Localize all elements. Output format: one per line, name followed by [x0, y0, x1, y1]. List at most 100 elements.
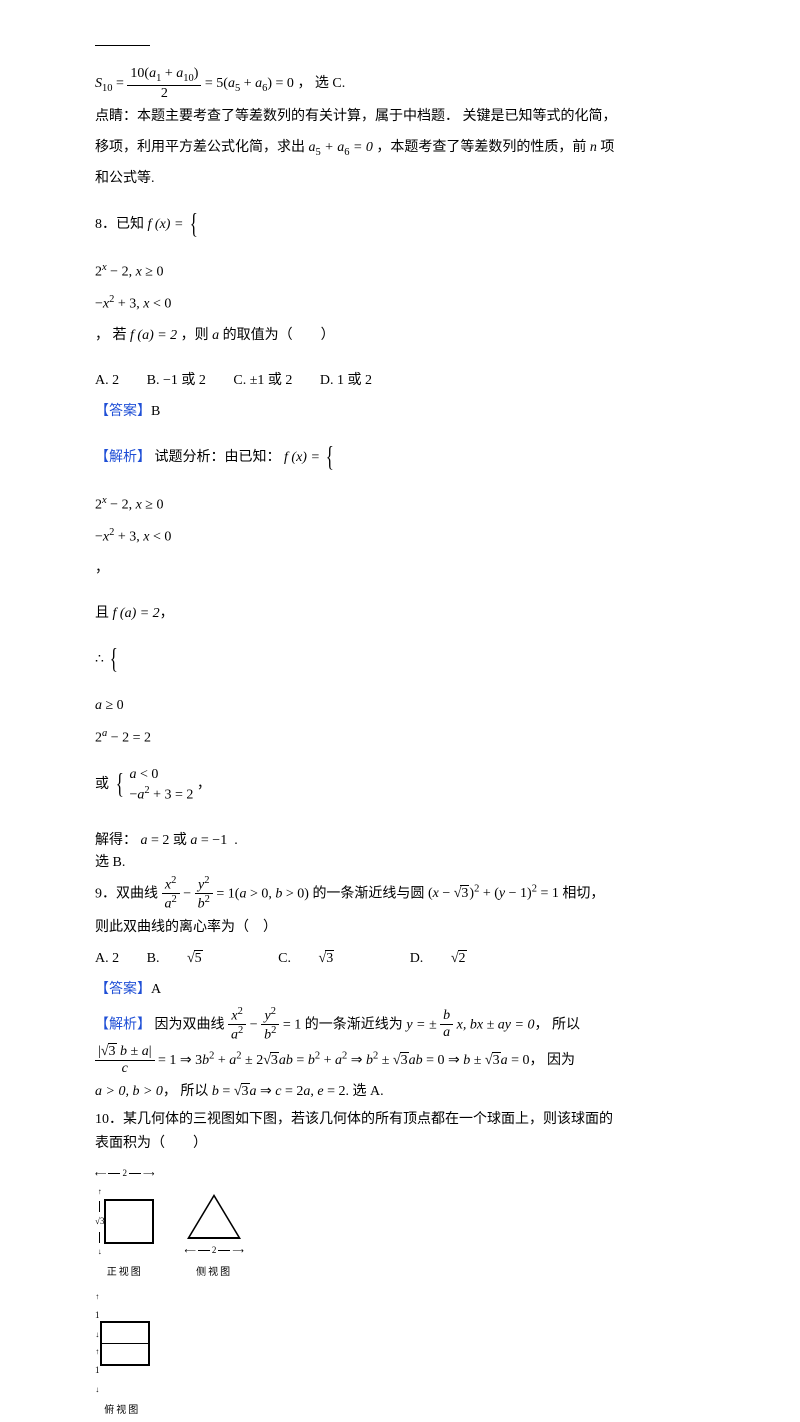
fx2a2: x2 a2 — [162, 875, 180, 914]
top-box — [100, 1321, 150, 1366]
top-view: ↑1↓ ↑1↓ 俯视图 — [95, 1288, 150, 1422]
a: a — [212, 328, 219, 343]
t: 因为双曲线 — [155, 1017, 229, 1032]
sub-10: 10 — [102, 83, 113, 94]
t2: ，本题考查了等差数列的性质，前 — [376, 140, 590, 155]
brace-icon: { — [326, 427, 334, 489]
pick: 选 A. — [352, 1084, 383, 1099]
t2: = 1 的一条渐近线为 — [283, 1017, 406, 1032]
dianjing-2: 移项，利用平方差公式化简，求出 a5 + a6 = 0 ，本题考查了等差数列的性… — [95, 133, 710, 164]
f2: y2 b2 — [261, 1006, 279, 1045]
q8-stem: 8．已知 f (x) = { — [95, 194, 710, 256]
fy2b2: y2 b2 — [195, 875, 213, 914]
n: n — [590, 140, 597, 155]
fx: f (x) = — [148, 217, 187, 232]
t3: ，则 — [181, 328, 213, 343]
tail: 相切， — [562, 886, 604, 901]
rest: = 5(a5 + a6) = 0 — [205, 76, 294, 91]
rest: x, bx ± ay = 0 — [457, 1017, 535, 1032]
t4: 的取值为（ ） — [223, 328, 335, 343]
q9-explain-3: a > 0, b > 0， 所以 b = 3a ⇒ c = 2a, e = 2.… — [95, 1077, 710, 1108]
answer-value: B — [151, 404, 160, 419]
m: − — [250, 1017, 261, 1032]
yw: ， 因为 — [530, 1053, 576, 1068]
f1: x2 a2 — [228, 1006, 246, 1045]
end: ， — [197, 777, 211, 792]
caption: 俯视图 — [95, 1400, 150, 1422]
eq1: = 1(a > 0, b > 0) — [216, 886, 309, 901]
front-view: ⟵2⟶ ↑√3↓ 正视图 — [95, 1164, 154, 1285]
opt-b: B. 5 — [147, 951, 251, 966]
q8-explain-4: 解得： a = 2 或 a = −1 . 选 B. — [95, 830, 710, 875]
explain-label: 【解析】 — [95, 1017, 151, 1032]
dianjing-3: 和公式等. — [95, 164, 710, 195]
formula-s10: S10 = 10(a1 + a10) 2 = 5(a5 + a6) = 0 ， … — [95, 66, 710, 102]
choice-text: ， 选 C. — [297, 76, 345, 91]
m: a > 0, b > 0 — [95, 1084, 163, 1099]
t: 试题分析：由已知： — [155, 450, 285, 465]
q8-options: A. 2 B. −1 或 2 C. ±1 或 2 D. 1 或 2 — [95, 366, 710, 397]
opt-d: D. 2 — [410, 951, 515, 966]
dim-left: ↑√3↓ — [95, 1183, 104, 1260]
fa: f (a) = 2 — [130, 328, 177, 343]
opt-a: A. 2 — [95, 373, 119, 388]
dim-top: ⟵2⟶ — [95, 1164, 154, 1184]
frac-s10: 10(a1 + a10) 2 — [127, 66, 201, 102]
comma: ， — [95, 561, 109, 576]
l2: 表面积为（ ） — [95, 1136, 207, 1151]
view-row-top: ⟵2⟶ ↑√3↓ 正视图 ⟵2⟶ 侧视图 — [95, 1164, 710, 1285]
res: b = 3a ⇒ c = 2a, e = 2. — [212, 1084, 349, 1099]
answer-value: A — [151, 982, 161, 997]
dianjing-1: 点睛：本题主要考查了等差数列的有关计算，属于中档题． 关键是已知等式的化简， — [95, 102, 710, 133]
mid-line — [102, 1343, 148, 1344]
eq: = — [116, 76, 124, 91]
caption: 侧视图 — [184, 1262, 243, 1284]
so: ， 所以 — [163, 1084, 212, 1099]
case2: a < 0 −a2 + 3 = 2 — [129, 766, 193, 804]
q8-explain-3: ∴ { — [95, 629, 710, 691]
caption: 正视图 — [95, 1262, 154, 1284]
mid: 的一条渐近线与圆 — [312, 886, 428, 901]
header-rule — [95, 45, 150, 46]
q9-explain-1: 【解析】 因为双曲线 x2 a2 − y2 b2 = 1 的一条渐近线为 y =… — [95, 1006, 710, 1045]
opt-a: A. 2 — [95, 951, 119, 966]
c: ， — [160, 606, 174, 621]
chain: = 1 ⇒ 3b2 + a2 ± 23ab = b2 + a2 ⇒ b2 ± 3… — [158, 1053, 530, 1068]
so: ， 所以 — [534, 1017, 580, 1032]
fa2: f (a) = 2 — [113, 606, 160, 621]
t3: 项 — [600, 140, 614, 155]
document-page: S10 = 10(a1 + a10) 2 = 5(a5 + a6) = 0 ， … — [0, 0, 800, 1132]
answer-label: 【答案】 — [95, 404, 151, 419]
therefore: ∴ — [95, 652, 107, 667]
q9-stem-2: 则此双曲线的离心率为（ ） — [95, 913, 710, 944]
opt-b: B. −1 或 2 — [147, 373, 206, 388]
m: a5 + a6 = 0 — [309, 140, 373, 155]
q8-explain-2: 且 f (a) = 2， — [95, 599, 710, 630]
q9-stem: 9．双曲线 x2 a2 − y2 b2 = 1(a > 0, b > 0) 的一… — [95, 875, 710, 914]
brace-icon: { — [110, 629, 118, 691]
t: 9．双曲线 — [95, 886, 162, 901]
opt-d: D. 1 或 2 — [320, 373, 372, 388]
triangle-icon — [187, 1194, 241, 1239]
sym-S: S — [95, 76, 102, 91]
num: 10(a1 + a10) — [127, 66, 201, 86]
q9-explain-2: |3 b ± a| c = 1 ⇒ 3b2 + a2 ± 23ab = b2 +… — [95, 1044, 710, 1077]
view-row-bottom: ↑1↓ ↑1↓ 俯视图 — [95, 1288, 710, 1422]
t: 8．已知 — [95, 217, 148, 232]
answer-label: 【答案】 — [95, 982, 151, 997]
opt-c: C. 3 — [278, 951, 382, 966]
pick: 选 B. — [95, 855, 125, 870]
q8-explain-1: 【解析】 试题分析：由已知： f (x) = { — [95, 427, 710, 489]
opt-c: C. ±1 或 2 — [233, 373, 292, 388]
t2: ， 若 — [95, 328, 130, 343]
sol: 解得： a = 2 或 a = −1 . — [95, 833, 238, 848]
side-view: ⟵2⟶ 侧视图 — [184, 1194, 243, 1285]
den: 2 — [127, 86, 201, 102]
t: 移项，利用平方差公式化简，求出 — [95, 140, 309, 155]
dist: |3 b ± a| c — [95, 1044, 155, 1077]
explain-label: 【解析】 — [95, 450, 151, 465]
q9-options: A. 2 B. 5 C. 3 D. 2 — [95, 944, 710, 975]
circle: (x − 3)2 + (y − 1)2 = 1 — [428, 886, 559, 901]
brace-icon: { — [190, 194, 198, 256]
dim-base: ⟵2⟶ — [184, 1241, 243, 1261]
